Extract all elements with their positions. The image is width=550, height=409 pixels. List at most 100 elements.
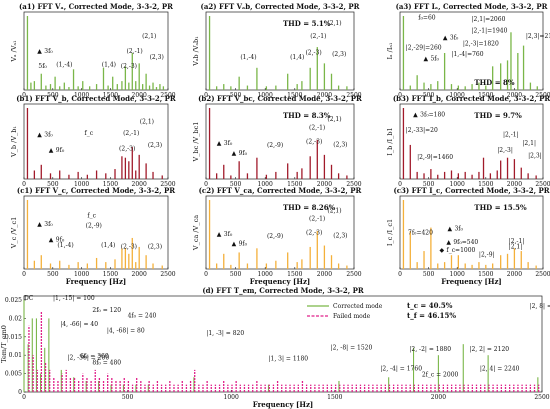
annotation-c3-0: 7f₀=420 (408, 230, 433, 237)
annotation-a1-1: 5f₀ (38, 63, 47, 70)
thd-label-a3: THD = 8% (474, 78, 515, 87)
annotation-b1-6: (2,3) (148, 142, 162, 149)
annotation-b1-4: (2,1) (140, 119, 154, 126)
marker-c2-1: ▲ (232, 241, 237, 248)
x-tick-label-a2: 500 (230, 92, 242, 99)
marker-c3-2: ▲ (446, 239, 451, 246)
annotation-d-4: |4, -66| = 40 (60, 321, 98, 328)
chart-c3: (c3) FFT I_c, Corrected Mode, 3-3-2, PR 0… (386, 186, 550, 286)
annotation-b1-5: (2,-3) (119, 146, 135, 153)
annotation-d-2: 2f₀ = 120 (92, 307, 121, 314)
marker-b1-0: ▲ (37, 131, 42, 138)
legend-label-1: Failed mode (333, 313, 371, 320)
annotation-b1-0: 3f₀ (44, 131, 53, 138)
annotation-d-1: |1, -15| = 100 (53, 295, 95, 302)
chart-title-a1: (a1) FFT Vₐ, Corrected Mode, 3-3-2, PR (19, 2, 173, 11)
annotation-d-11: |2, -8| = 1520 (331, 345, 373, 352)
annotation-d-5: |4, -68| = 80 (107, 327, 145, 334)
x-tick-label-c2: 2000 (317, 271, 332, 278)
annotation-d-9: |1, -3| = 820 (206, 330, 244, 337)
x-axis-label-d: Frequency [Hz] (253, 400, 314, 409)
annotation-b2-3: (2,-1) (309, 124, 325, 131)
chart-title-b2: (b2) FFT V_bc, Corrected Mode, 3-3-2, PR (198, 94, 362, 103)
x-tick-label-b1: 1000 (74, 181, 89, 188)
annotation-c2-0: 3f₀ (224, 231, 233, 238)
thd-label-c2: THD = 8.26% (283, 203, 336, 212)
annotation-b2-0: 3f₀ (224, 140, 233, 147)
annotation-b3-3: |2,1| (522, 140, 536, 147)
annotation-c1-0: 3f₀ (44, 221, 53, 228)
annotation-c3-4: |2,-9| (479, 252, 495, 259)
x-tick-label-c2: 1500 (287, 271, 302, 278)
annotation-d-16: 2f_c = 2000 (422, 372, 459, 379)
annotation-d-3: 4f₀ = 240 (128, 313, 157, 320)
plot-area-b1 (23, 103, 169, 180)
x-tick-label-b3: 500 (423, 181, 435, 188)
x-tick-label-b2: 500 (230, 181, 242, 188)
annotation-c3-2: 9f₀=540 (453, 239, 478, 246)
annotation-b3-0: 3f₀=180 (420, 112, 445, 119)
chart-title-b1: (b1) FFT V_b, Corrected Mode, 3-3-2, PR (16, 94, 176, 103)
x-tick-label-c2: 1000 (258, 271, 273, 278)
x-tick-label-a1: 2000 (132, 92, 147, 99)
plot-area-b3 (399, 103, 544, 180)
x-tick-label-b1: 500 (47, 181, 59, 188)
thd-label-b3: THD = 9.7% (474, 111, 522, 120)
x-tick-label-d: 1500 (327, 394, 342, 401)
x-tick-label-a1: 1000 (74, 92, 89, 99)
plot-area-a2 (205, 11, 355, 91)
x-tick-label-b3: 1000 (450, 181, 465, 188)
y-axis-label-c2: V_ca /V_ca (192, 215, 200, 251)
marker-a1-0: ▲ (37, 48, 42, 55)
annotation-a3-2: |2,-1|=1940 (472, 27, 508, 34)
legend-label-0: Corrected mode (333, 303, 383, 310)
x-tick-label-a2: 2000 (317, 92, 332, 99)
plot-area-b2 (205, 103, 355, 180)
thd-label-b2: THD = 8.3% (283, 111, 331, 120)
x-tick-label-a3: 1500 (478, 92, 493, 99)
annotation-b3-6: |2,3| (528, 153, 542, 160)
annotation-a3-5: |2,-3|=1820 (463, 41, 499, 48)
chart-title-b3: (b3) FFT I_b, Corrected Mode, 3-3-2, PR (393, 94, 550, 103)
annotation-b3-2: |2,-9|=1460 (417, 154, 453, 161)
thd-label-a2: THD = 5.1% (283, 19, 331, 28)
x-tick-label-b2: 1000 (258, 181, 273, 188)
x-tick-label-b2: 1500 (287, 181, 302, 188)
x-tick-label-c3: 1000 (450, 271, 465, 278)
annotation-d-15: |2, 4| = 2240 (480, 366, 520, 373)
x-tick-label-c3: 500 (423, 271, 435, 278)
x-tick-label-c1: 2000 (132, 271, 147, 278)
annotation-d-13: |2, -2| = 1880 (409, 346, 451, 353)
x-tick-label-b1: 1500 (103, 181, 118, 188)
x-tick-label-c3: 1500 (478, 271, 493, 278)
annotation-a1-6: (2,-3) (121, 63, 137, 70)
plot-area-c2 (205, 195, 355, 270)
x-tick-label-d: 2500 (534, 394, 549, 401)
chart-c2: (c2) FFT V_ca, Corrected Mode, 3-3-2, PR… (192, 186, 362, 286)
x-tick-label-c2: 0 (204, 271, 208, 278)
annotation-c3-6: |2,1| (509, 243, 523, 250)
annotation-c1-4: (1,-4) (57, 242, 73, 249)
annotation-a3-8: 5f₀ (430, 55, 439, 62)
x-tick-label-b2: 2500 (346, 181, 361, 188)
annotation-b2-5: (2,-3) (306, 139, 322, 146)
x-tick-label-b1: 2500 (160, 181, 175, 188)
chart-b3: (b3) FFT I_b, Corrected Mode, 3-3-2, PR0… (386, 94, 550, 188)
annotation-b3-4: |2,-1| (503, 131, 519, 138)
annotation-d-14: |2, 2| = 2120 (469, 346, 509, 353)
y-tick-label-d: 0.015 (5, 334, 22, 341)
marker-b3-0: ▲ (413, 112, 418, 119)
x-tick-label-c2: 500 (230, 271, 242, 278)
x-tick-label-c1: 500 (47, 271, 59, 278)
x-tick-label-b1: 2000 (132, 181, 147, 188)
x-tick-label-c2: 2500 (346, 271, 361, 278)
y-axis-label-a3: Iₐ /Iₐ₁ (386, 42, 394, 59)
marker-b1-1: ▲ (49, 147, 54, 154)
annotation-d-8: 8f₀ = 480 (92, 359, 121, 366)
annotation-a3-1: |2,1|=2060 (472, 16, 506, 23)
x-tick-label-a1: 0 (22, 92, 26, 99)
y-axis-label-a2: Vₐb /Vₐb₁ (192, 36, 200, 67)
annotation-d-6: |2, -36| = 200 (68, 355, 110, 362)
marker-c3-1: ▲ (447, 225, 452, 232)
